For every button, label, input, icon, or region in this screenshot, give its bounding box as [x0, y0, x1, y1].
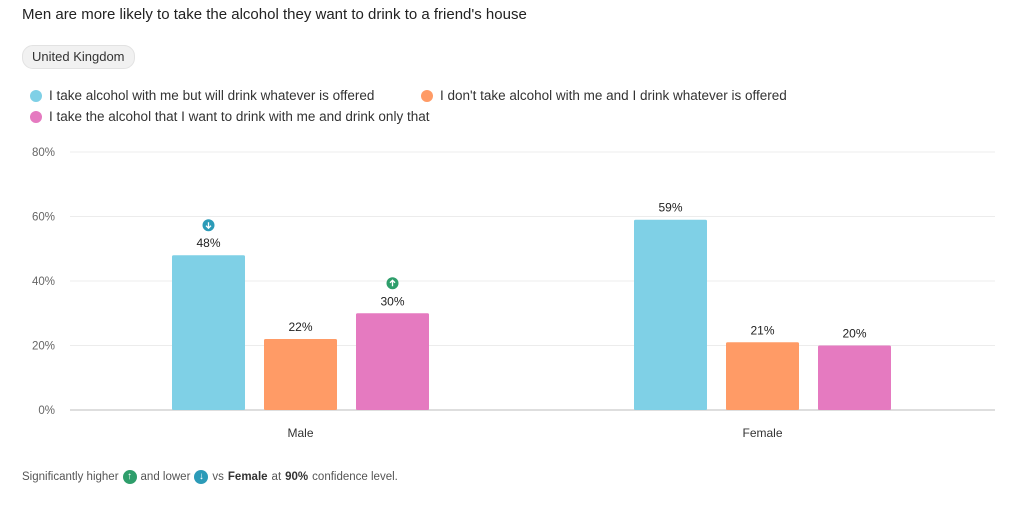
legend-dot-icon — [30, 110, 42, 123]
arrow-up-glyph — [389, 279, 396, 287]
y-tick-label: 0% — [38, 405, 55, 417]
data-label: 22% — [288, 320, 312, 334]
footnote: Significantly higher ↑ and lower ↓ vs Fe… — [22, 470, 398, 484]
footnote-text: confidence level. — [312, 471, 398, 483]
legend-item-series3[interactable]: I take the alcohol that I want to drink … — [30, 109, 429, 124]
data-label: 30% — [380, 294, 404, 308]
footnote-text: at — [271, 471, 282, 483]
legend-item-series1[interactable]: I take alcohol with me but will drink wh… — [30, 88, 374, 103]
legend-dot-icon — [30, 89, 42, 102]
data-label: 21% — [750, 323, 774, 337]
bar-chart: 0% 20% 40% 60% 80% 48% 22% 30% Male 59% 21% 20% Fema… — [32, 147, 995, 440]
bar — [634, 219, 707, 410]
legend-item-series2[interactable]: I don't take alcohol with me and I drink… — [421, 88, 787, 103]
arrow-up-icon: ↑ — [122, 470, 137, 484]
arrow-down-icon: ↓ — [194, 470, 209, 484]
y-tick-label: 60% — [32, 212, 55, 224]
legend-label: I take the alcohol that I want to drink … — [49, 109, 430, 124]
bar — [818, 345, 891, 410]
footnote-bold: 90% — [285, 471, 309, 483]
legend-label: I take alcohol with me but will drink wh… — [49, 88, 375, 103]
footnote-text: vs — [212, 471, 224, 483]
bar — [356, 313, 429, 410]
data-label: 20% — [842, 327, 866, 341]
y-tick-label: 80% — [32, 147, 55, 159]
legend-label: I don't take alcohol with me and I drink… — [440, 88, 787, 103]
x-category-label: Female — [742, 426, 782, 440]
data-label: 59% — [658, 201, 682, 215]
footnote-text: Significantly higher — [22, 471, 119, 483]
footnote-bold: Female — [227, 471, 268, 483]
data-label: 48% — [196, 236, 220, 250]
legend-dot-icon — [421, 89, 433, 102]
x-category-label: Male — [287, 426, 313, 440]
bar — [264, 339, 337, 410]
chart-title: Men are more likely to take the alcohol … — [22, 6, 527, 23]
bar — [726, 342, 799, 410]
footnote-text: and lower — [140, 471, 191, 483]
y-tick-label: 40% — [32, 276, 55, 288]
country-filter-chip[interactable]: United Kingdom — [22, 45, 135, 69]
arrow-down-glyph — [205, 222, 212, 230]
y-tick-label: 20% — [32, 341, 55, 353]
bar — [172, 255, 245, 410]
